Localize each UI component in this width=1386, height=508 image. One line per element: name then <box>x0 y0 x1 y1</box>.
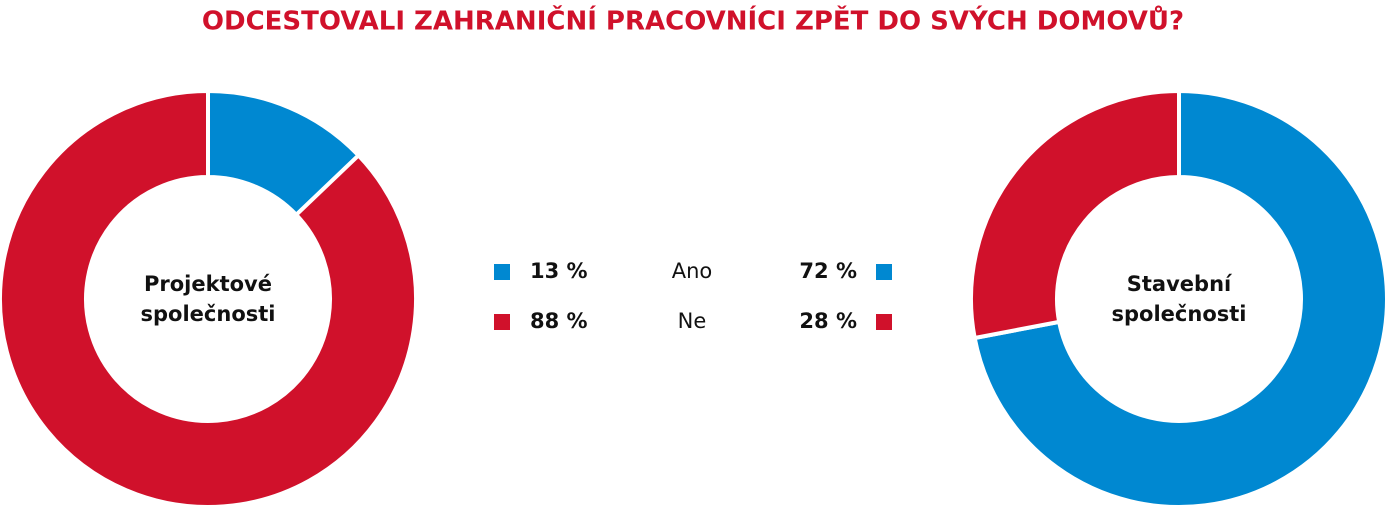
value-label: 88 % <box>530 309 588 333</box>
value-label: 28 % <box>799 309 857 333</box>
legend-label: Ne <box>678 309 707 333</box>
chart-title: ODCESTOVALI ZAHRANIČNÍ PRACOVNÍCI ZPĚT D… <box>202 4 1184 37</box>
donut-label: Stavební společnosti <box>1111 272 1247 326</box>
donut-label: Projektové společnosti <box>140 272 276 326</box>
legend-swatch <box>494 264 510 280</box>
value-label: 13 % <box>530 259 588 283</box>
legend-swatch <box>494 314 510 330</box>
legend-swatch <box>876 314 892 330</box>
legend-swatch <box>876 264 892 280</box>
donut-slice <box>972 88 1386 508</box>
donut-slice <box>969 88 1181 341</box>
value-label: 72 % <box>799 259 857 283</box>
legend-label: Ano <box>672 259 713 283</box>
donut-slice <box>0 88 418 508</box>
